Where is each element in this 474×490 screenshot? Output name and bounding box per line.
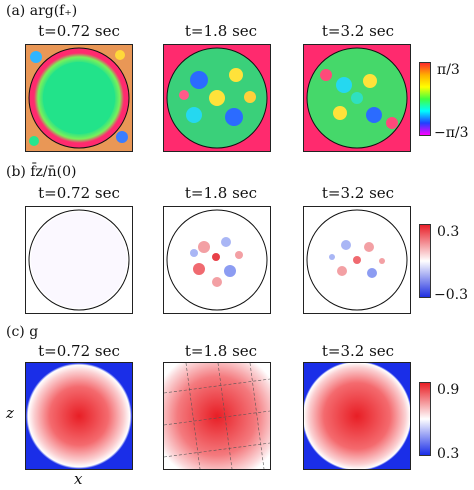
x-axis-label: x [74, 470, 83, 488]
spin-map-t32 [303, 206, 411, 314]
spin-map-t072 [25, 206, 133, 314]
z-axis-label: z [6, 404, 14, 422]
density-colorbar-top-label: 0.9 [437, 382, 460, 398]
row-b-title-2: t=1.8 sec [184, 184, 258, 202]
row-b-title-1: t=0.72 sec [38, 184, 120, 202]
spin-map-t18 [163, 206, 271, 314]
density-colorbar-bottom-label: 0.3 [437, 446, 460, 462]
row-a-title-2: t=1.8 sec [184, 22, 258, 40]
phase-map-t18 [163, 44, 271, 152]
row-c-label: (c) g [6, 324, 39, 340]
phase-map-t072 [25, 44, 133, 152]
row-a-label: (a) arg(f₊) [6, 3, 78, 19]
spin-colorbar-top-label: 0.3 [437, 224, 460, 240]
density-colorbar [419, 382, 431, 456]
row-a-title-3: t=3.2 sec [321, 22, 395, 40]
row-b-label: (b) f̄z/n̄(0) [6, 164, 77, 180]
phase-colorbar [419, 62, 431, 136]
phase-colorbar-bottom-label: −π/3 [434, 125, 469, 141]
row-c-title-2: t=1.8 sec [184, 342, 258, 360]
density-map-t18 [163, 362, 271, 470]
phase-map-t32 [303, 44, 411, 152]
spin-colorbar-bottom-label: −0.3 [434, 287, 468, 303]
row-c-title-1: t=0.72 sec [38, 342, 120, 360]
row-a-title-1: t=0.72 sec [38, 22, 120, 40]
phase-colorbar-top-label: π/3 [437, 62, 460, 78]
density-map-t072 [25, 362, 133, 470]
row-c-title-3: t=3.2 sec [321, 342, 395, 360]
row-b-title-3: t=3.2 sec [321, 184, 395, 202]
spin-colorbar [419, 224, 431, 298]
density-map-t32 [303, 362, 411, 470]
